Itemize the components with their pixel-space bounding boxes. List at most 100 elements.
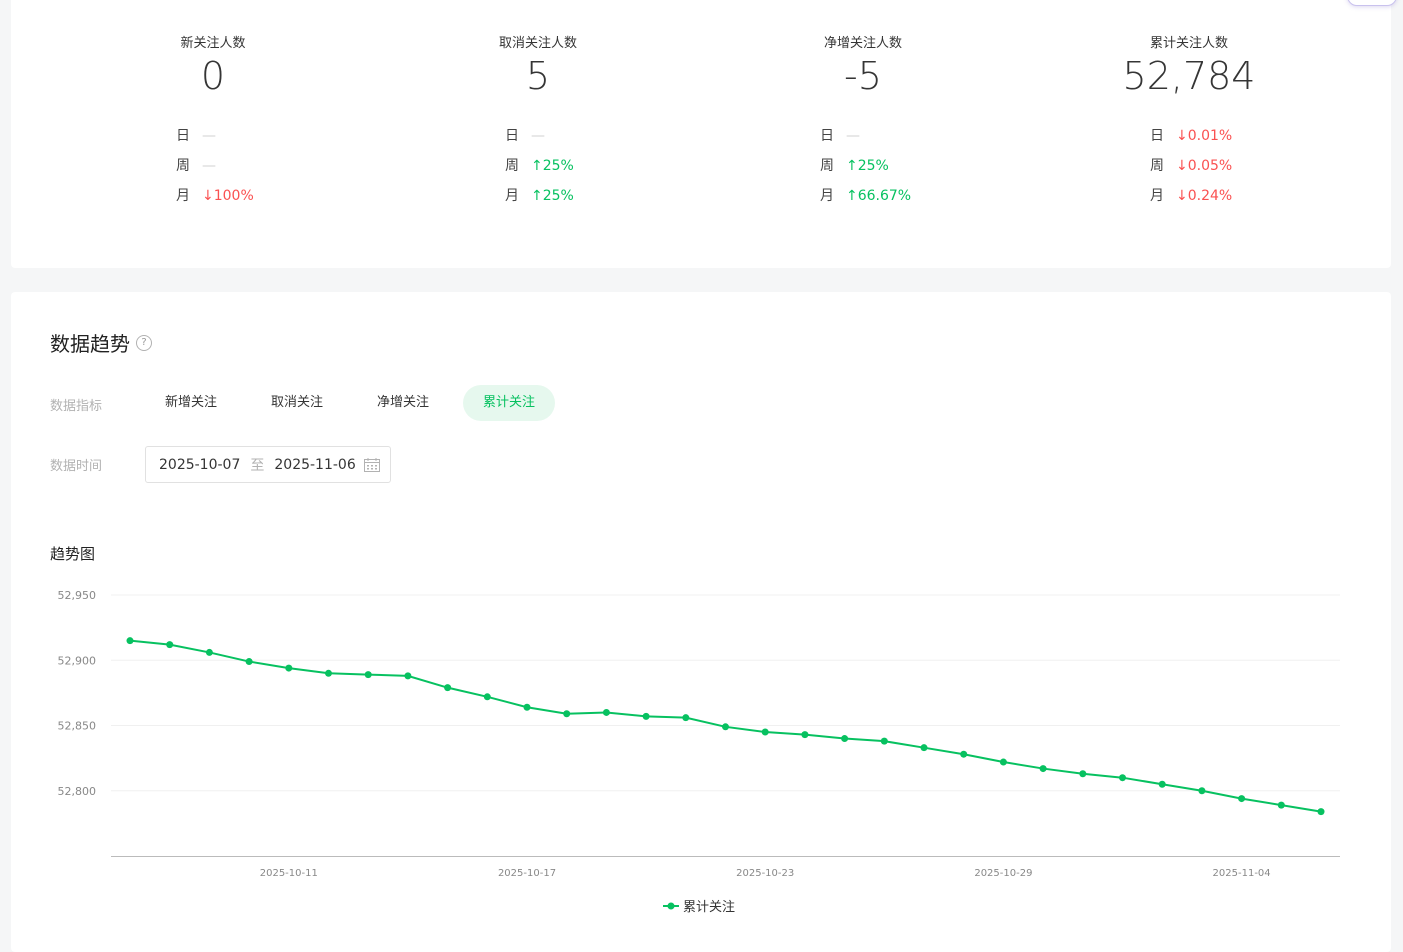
data-point: [1238, 795, 1246, 803]
date-range-picker[interactable]: 2025-10-07 至 2025-11-06: [145, 446, 391, 483]
section-title: 数据趋势 ?: [50, 328, 152, 357]
compare-key: 周: [176, 158, 190, 174]
date-separator: 至: [250, 457, 265, 474]
x-tick-label: 2025-10-29: [974, 868, 1032, 879]
calendar-icon[interactable]: [364, 458, 380, 472]
y-tick-label: 52,800: [58, 785, 97, 798]
compare-month: 月 ↓100%: [176, 186, 254, 206]
stat-unfollowers: 取消关注人数 5 日 — 周 ↑25% 月 ↑25%: [408, 0, 668, 234]
data-point: [999, 758, 1007, 766]
compare-month: 月 ↑66.67%: [820, 186, 911, 206]
stat-label: 新关注人数: [180, 36, 246, 51]
data-point: [1079, 770, 1087, 778]
compare-value: —: [202, 158, 216, 174]
y-tick-label: 52,950: [58, 589, 97, 602]
compare-value: ↓100%: [202, 188, 254, 204]
stat-value: -5: [844, 54, 882, 98]
x-tick-label: 2025-10-23: [736, 868, 794, 879]
compare-value: ↓0.05%: [1176, 158, 1233, 174]
tab-net-follow[interactable]: 净增关注: [377, 395, 430, 410]
tab-new-follow[interactable]: 新增关注: [165, 395, 218, 410]
trend-chart: 52,800 52,850 52,900 52,950 2025-10-11 2025-1…: [58, 589, 1340, 915]
compare-month: 月 ↓0.24%: [1150, 186, 1232, 206]
stat-total-followers: 累计关注人数 52,784 日 ↓0.01% 周 ↓0.05% 月 ↓0.24%: [1059, 0, 1319, 234]
trend-card: 数据趋势 ? 数据指标 新增关注 取消关注 净增关注 累计关注 数据时间 202…: [11, 292, 1391, 952]
stat-label: 取消关注人数: [498, 36, 577, 51]
x-tick-label: 2025-10-17: [498, 868, 556, 879]
data-point: [642, 712, 650, 720]
stat-value: 0: [200, 54, 226, 98]
data-point: [602, 708, 610, 716]
data-point: [205, 648, 213, 656]
data-point: [166, 641, 174, 649]
data-point: [364, 671, 372, 679]
legend-marker: [667, 902, 675, 910]
tab-total-follow[interactable]: 累计关注: [463, 385, 556, 421]
compare-day: 日 —: [820, 126, 860, 146]
data-point: [404, 672, 412, 680]
compare-key: 日: [820, 128, 834, 144]
data-point: [1158, 780, 1166, 788]
compare-key: 日: [176, 128, 190, 144]
stat-new-followers: 新关注人数 0 日 — 周 — 月 ↓100%: [83, 0, 343, 234]
compare-value: ↑25%: [531, 188, 574, 204]
question-circle-icon[interactable]: ?: [136, 334, 152, 351]
stats-card: 新关注人数 0 日 — 周 — 月 ↓100% 取消关注人数 5 日 — 周 ↑…: [11, 0, 1397, 268]
data-point: [325, 669, 332, 677]
x-tick-label: 2025-11-04: [1213, 868, 1271, 879]
compare-week: 周 —: [176, 156, 216, 176]
y-tick-label: 52,850: [58, 720, 97, 733]
compare-key: 日: [1150, 128, 1164, 144]
compare-value: ↑25%: [846, 158, 889, 174]
data-point: [722, 723, 729, 731]
compare-value: ↓0.24%: [1176, 188, 1233, 204]
compare-day: 日 —: [176, 126, 216, 146]
data-point: [523, 703, 531, 711]
compare-key: 月: [1150, 188, 1164, 204]
compare-key: 周: [1150, 158, 1164, 174]
data-point: [920, 744, 928, 752]
data-point: [1039, 765, 1047, 773]
data-point: [285, 664, 293, 672]
data-point: [444, 684, 452, 692]
compare-key: 日: [505, 128, 519, 144]
compare-week: 周 ↓0.05%: [1150, 156, 1232, 176]
legend-label: 累计关注: [683, 900, 735, 915]
metric-label: 数据指标: [50, 399, 103, 414]
compare-value: ↑25%: [531, 158, 574, 174]
data-point: [245, 658, 253, 666]
stat-value: 5: [525, 54, 551, 98]
compare-key: 月: [505, 188, 519, 204]
compare-week: 周 ↑25%: [820, 156, 889, 176]
compare-value: —: [531, 128, 545, 144]
tab-unfollow[interactable]: 取消关注: [271, 395, 324, 410]
corner-menu-icon[interactable]: [1347, 0, 1397, 6]
stat-label: 净增关注人数: [823, 36, 902, 51]
data-point: [801, 731, 809, 739]
data-point: [761, 728, 769, 736]
compare-value: —: [202, 128, 216, 144]
data-point: [483, 693, 491, 701]
x-tick-label: 2025-10-11: [260, 868, 318, 879]
compare-key: 周: [820, 158, 834, 174]
data-point: [841, 735, 849, 743]
data-point: [960, 750, 968, 758]
compare-value: ↓0.01%: [1176, 128, 1233, 144]
date-start[interactable]: 2025-10-07: [159, 456, 241, 473]
compare-value: —: [846, 128, 860, 144]
time-label: 数据时间: [50, 459, 103, 474]
data-point: [1119, 774, 1126, 782]
data-point: [1277, 801, 1285, 809]
compare-day: 日 —: [505, 126, 545, 146]
compare-key: 周: [505, 158, 519, 174]
data-point: [682, 714, 690, 722]
stat-net-followers: 净增关注人数 -5 日 — 周 ↑25% 月 ↑66.67%: [733, 0, 993, 234]
data-point: [1198, 787, 1206, 795]
chart-title: 趋势图: [50, 545, 96, 563]
date-end[interactable]: 2025-11-06: [274, 456, 356, 473]
compare-key: 月: [820, 188, 834, 204]
data-point: [126, 637, 134, 645]
compare-day: 日 ↓0.01%: [1150, 126, 1232, 146]
data-point: [880, 737, 888, 745]
compare-month: 月 ↑25%: [505, 186, 574, 206]
